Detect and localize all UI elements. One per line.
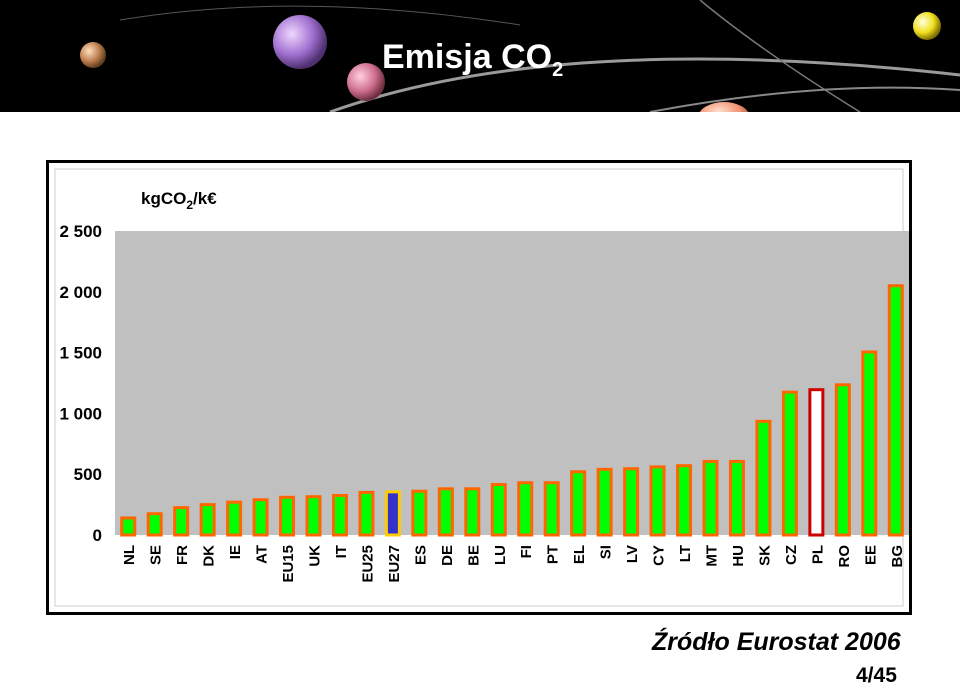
chart-frame: 0 500 1 000 1 500 2 000 2 500 NL SE FR DK IE AT EU1…: [46, 160, 912, 615]
bar-si: [596, 467, 613, 537]
bar-ie: [226, 500, 243, 537]
plot-area: [115, 231, 909, 535]
orbit-arc: [329, 57, 960, 112]
bar-lt: [676, 464, 693, 537]
bar-ee: [861, 350, 878, 537]
bar-se: [146, 512, 163, 537]
x-tick-label: EU15: [280, 545, 297, 583]
x-tick-label: FR: [174, 545, 191, 565]
bar-eu15: [279, 495, 296, 537]
x-tick-label: HU: [730, 545, 747, 567]
bar-fi: [517, 481, 534, 537]
x-tick-label: CZ: [783, 545, 800, 565]
slide-title-subscript: 2: [552, 59, 564, 81]
y-tick-label: 1 000: [59, 404, 102, 423]
x-tick-label: DE: [439, 545, 456, 566]
unit-label-main: kgCO: [141, 189, 186, 208]
y-tick-label: 2 000: [59, 283, 102, 302]
header-banner: Emisja CO2: [0, 0, 960, 112]
bar-lu: [490, 483, 507, 537]
bar-ro: [834, 383, 851, 537]
y-tick-label: 500: [74, 465, 102, 484]
x-tick-label: EL: [571, 545, 588, 564]
x-tick-label: LU: [492, 545, 509, 565]
x-tick-label: BE: [465, 545, 482, 566]
x-tick-label: BG: [889, 545, 906, 568]
bar-es: [411, 489, 428, 537]
x-tick-label: MT: [704, 545, 721, 567]
planet-brown: [80, 42, 106, 68]
space-decoration: [80, 0, 960, 112]
x-tick-label: DK: [201, 545, 218, 567]
orbit-arc: [699, 0, 861, 112]
bar-cz: [781, 390, 798, 537]
bar-pl: [808, 388, 825, 537]
bars: [120, 284, 904, 537]
orbit-arc: [649, 86, 960, 112]
planet-pink: [347, 63, 385, 101]
unit-label-tail: /k€: [193, 189, 217, 208]
x-tick-label: SE: [148, 545, 165, 565]
bar-chart: 0 500 1 000 1 500 2 000 2 500 NL SE FR DK IE AT EU1…: [54, 168, 909, 607]
bar-lv: [623, 467, 640, 537]
bar-de: [437, 487, 454, 537]
x-tick-label: LV: [624, 545, 641, 563]
unit-label-subscript: 2: [186, 198, 193, 212]
page-number: 4/45: [856, 664, 897, 687]
x-tick-label: PT: [545, 545, 562, 564]
x-tick-label: PL: [809, 545, 826, 564]
x-tick-label: FI: [518, 545, 535, 558]
bar-eu27: [384, 490, 401, 537]
x-tick-label: EU27: [386, 545, 403, 583]
x-tick-label: SI: [598, 545, 615, 559]
x-tick-label: ES: [412, 545, 429, 565]
bar-eu25: [358, 490, 375, 537]
x-tick-label: SK: [756, 545, 773, 566]
bar-pt: [543, 481, 560, 537]
bar-el: [570, 470, 587, 537]
bar-dk: [199, 503, 216, 537]
x-tick-label: EE: [862, 545, 879, 565]
y-tick-label: 0: [93, 526, 102, 545]
bar-it: [331, 493, 348, 537]
y-tick-label: 2 500: [59, 222, 102, 241]
x-axis-labels: NL SE FR DK IE AT EU15 UK IT EU25 EU27 ES DE BE LU FI PT…: [121, 545, 906, 583]
bar-be: [464, 487, 481, 537]
bar-cy: [649, 465, 666, 537]
x-tick-label: CY: [651, 545, 668, 566]
x-tick-label: IT: [333, 545, 350, 558]
bar-sk: [755, 419, 772, 537]
bar-fr: [173, 506, 190, 537]
bar-bg: [887, 284, 904, 537]
planet-salmon: [699, 102, 749, 112]
bar-uk: [305, 495, 322, 537]
source-note: Źródło Eurostat 2006: [652, 628, 901, 656]
planet-purple: [273, 15, 327, 69]
x-tick-label: LT: [677, 545, 694, 562]
x-tick-label: UK: [307, 545, 324, 567]
bar-nl: [120, 516, 137, 537]
bar-mt: [702, 459, 719, 537]
y-tick-label: 1 500: [59, 344, 102, 363]
y-axis-labels: 0 500 1 000 1 500 2 000 2 500: [59, 222, 102, 545]
x-tick-label: EU25: [359, 545, 376, 583]
unit-label: kgCO2/k€: [141, 189, 217, 212]
x-tick-label: NL: [121, 545, 138, 565]
orbit-arc: [119, 5, 521, 26]
x-tick-label: AT: [254, 545, 271, 564]
x-tick-label: IE: [227, 545, 244, 559]
bar-at: [252, 498, 269, 537]
x-tick-label: RO: [836, 545, 853, 568]
planet-yellow: [913, 12, 941, 40]
slide-title-text: Emisja CO: [382, 38, 553, 76]
bar-hu: [728, 459, 745, 537]
slide-title: Emisja CO2: [382, 38, 563, 82]
